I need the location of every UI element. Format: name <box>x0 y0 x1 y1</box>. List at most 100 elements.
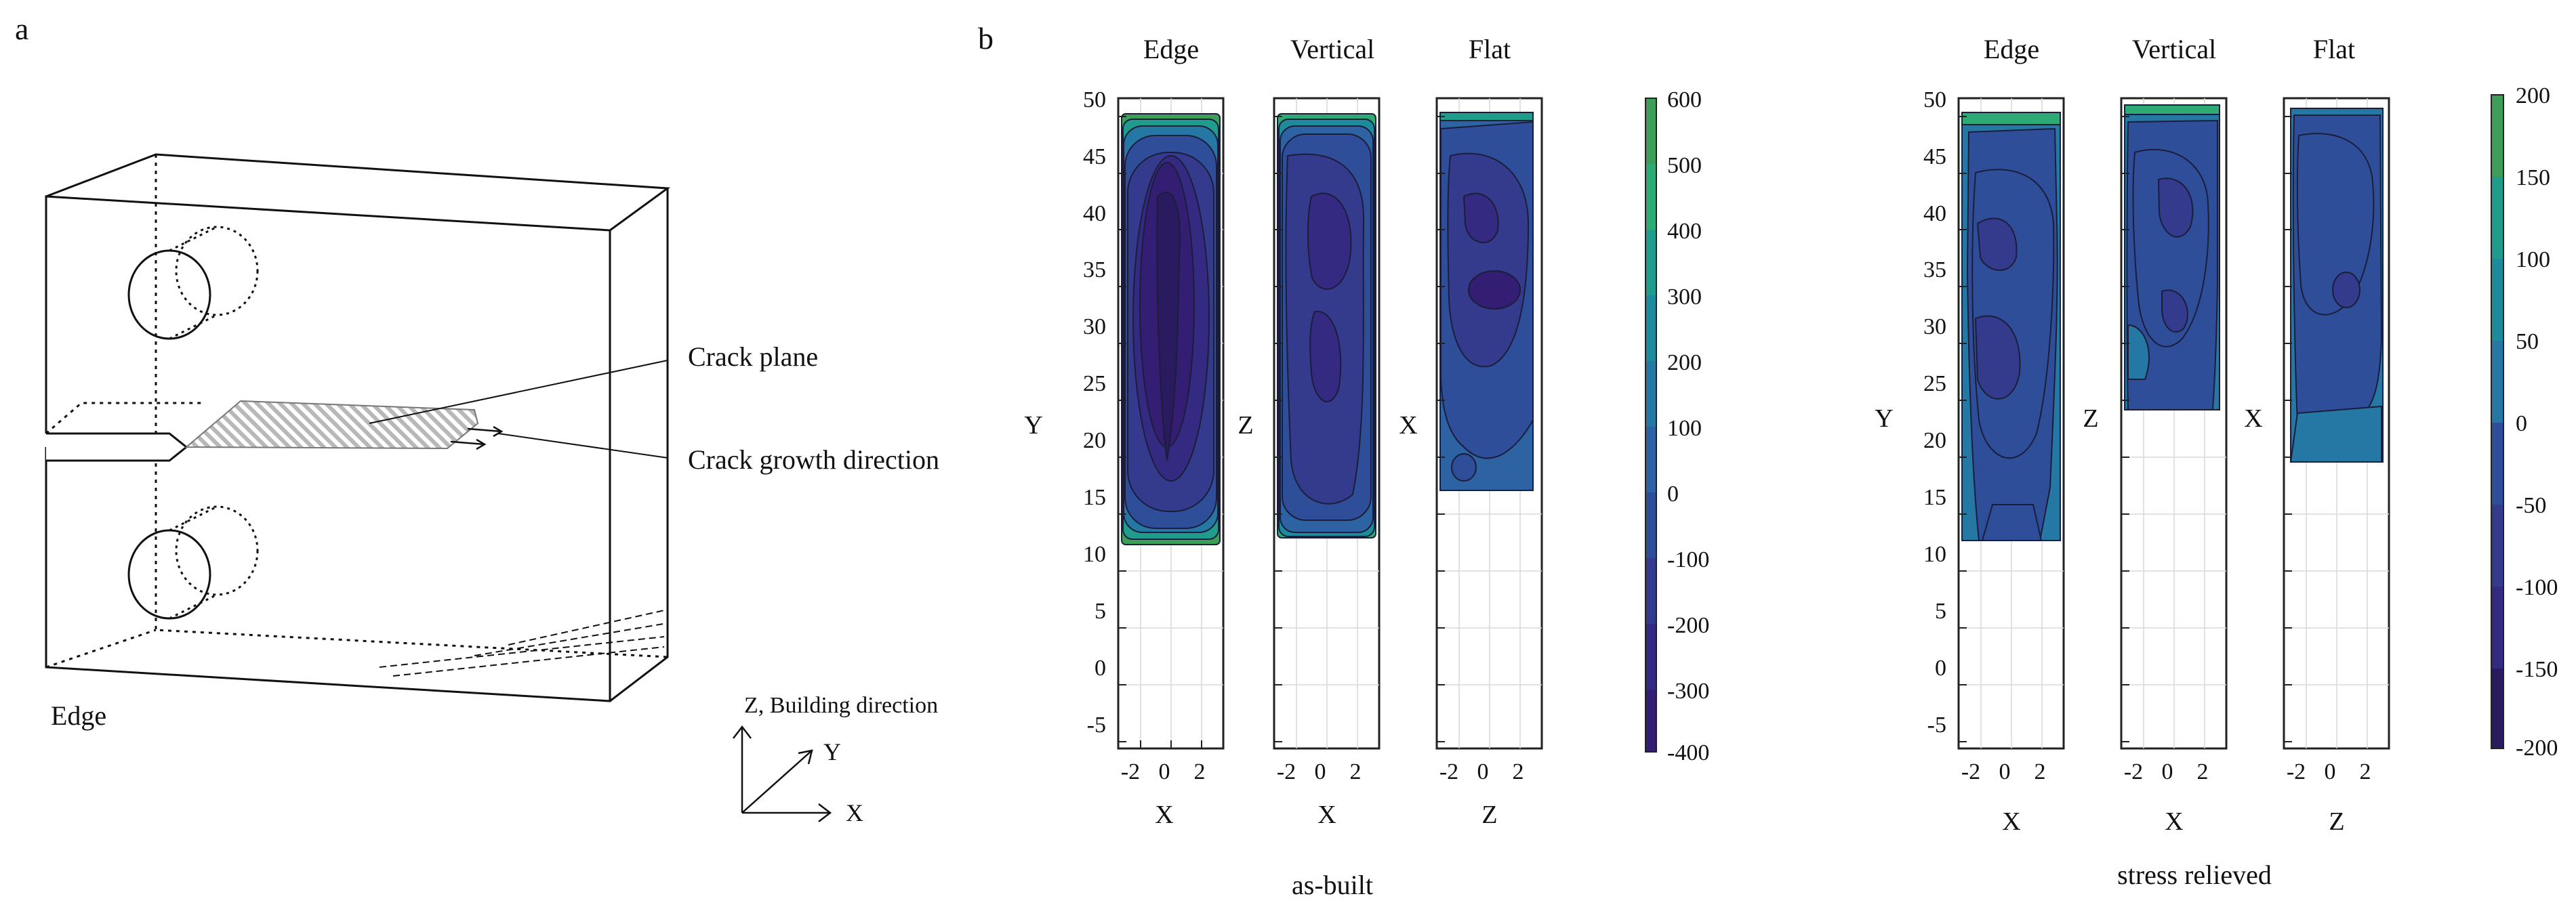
z-axis-arrowhead <box>733 725 752 739</box>
colorbar-tick-labels: 600 500 400 300 200 100 0 -100 -200 -300… <box>1667 87 1709 765</box>
sr-flat-xlabel: Z <box>2329 807 2344 836</box>
tick-label: -100 <box>2516 575 2558 600</box>
tick-label: 10 <box>1083 542 1106 567</box>
tick-label: 25 <box>1923 371 1946 396</box>
upper-hole-top <box>169 226 218 252</box>
lower-hole-bottom <box>169 593 218 620</box>
tick-label: 400 <box>1667 219 1702 244</box>
lower-hole-top <box>169 505 218 532</box>
sr-flat-title: Flat <box>2313 34 2355 64</box>
tick-label: 300 <box>1667 284 1702 310</box>
tick-label: 15 <box>1083 485 1106 510</box>
tick-label: 0 <box>1999 759 2011 784</box>
sr-flat-map: Flat <box>2244 34 2390 836</box>
tick-label: 2 <box>2197 759 2209 784</box>
tick-label: 100 <box>2516 247 2550 272</box>
sr-edge-xlabel: X <box>2002 807 2020 836</box>
tick-marks <box>1959 116 1967 742</box>
x-tick-labels: -2 0 2 <box>2287 759 2371 784</box>
tick-label: 0 <box>2162 759 2173 784</box>
y-axis-arrowhead <box>798 749 813 765</box>
layer-lines <box>379 609 668 677</box>
stress-contours <box>2124 104 2220 410</box>
crack-arrows <box>450 425 504 450</box>
tick-label: -2 <box>1961 759 1980 784</box>
front-face-upper <box>45 195 611 702</box>
tick-label: 2 <box>1350 759 1362 784</box>
x-tick-labels: -2 0 2 <box>1277 759 1362 784</box>
panel-a: a <box>15 12 939 826</box>
tick-label: 35 <box>1923 257 1946 282</box>
asbuilt-caption: as-built <box>1292 870 1373 900</box>
tick-label: -2 <box>1121 759 1140 784</box>
specimen-drawing <box>45 153 671 702</box>
tick-label: 40 <box>1923 201 1946 226</box>
tick-label: 5 <box>1095 599 1106 624</box>
crack-plane-label: Crack plane <box>688 341 818 372</box>
stress-relieved-group: Edge <box>1875 34 2558 890</box>
edge-label: Edge <box>51 700 106 731</box>
tick-label: 5 <box>1935 599 1946 624</box>
tick-label: 100 <box>1667 416 1702 441</box>
sr-vertical-xlabel: X <box>2165 807 2183 836</box>
asbuilt-vertical-xlabel: X <box>1317 801 1336 829</box>
sr-vertical-title: Vertical <box>2132 34 2216 64</box>
tick-label: -2 <box>2124 759 2143 784</box>
x-tick-labels: -2 0 2 <box>2124 759 2209 784</box>
panel-a-letter: a <box>15 12 28 46</box>
tick-label: 15 <box>1923 485 1946 510</box>
panel-b: b Edge <box>978 21 2558 900</box>
tick-label: 0 <box>1315 759 1326 784</box>
sr-vertical-map: Vertical <box>2083 34 2228 836</box>
asbuilt-flat-xlabel: Z <box>1481 801 1497 829</box>
stress-contours <box>2289 108 2384 463</box>
tick-label: 2 <box>1194 759 1206 784</box>
notch-top-hidden <box>45 402 203 435</box>
asbuilt-edge-map: Edge <box>1024 34 1225 829</box>
tick-label: 0 <box>1095 656 1106 681</box>
tick-label: 50 <box>2516 329 2539 354</box>
asbuilt-edge-ylabel: Y <box>1024 411 1042 440</box>
asbuilt-vertical-map: Vertical <box>1238 34 1381 829</box>
tick-label: -200 <box>2516 736 2558 761</box>
sr-colorbar: 200 150 100 50 0 -50 -100 -150 -200 <box>2491 83 2558 761</box>
asbuilt-flat-map: Flat <box>1399 34 1543 829</box>
sr-flat-ylabel: X <box>2244 404 2262 433</box>
y-axis-label: Y <box>823 738 841 765</box>
z-axis-label: Z, Building direction <box>744 693 938 718</box>
x-tick-labels: -2 0 2 <box>1439 759 1524 784</box>
colorbar-segments <box>2491 95 2503 748</box>
tick-label: 20 <box>1083 428 1106 453</box>
lower-hole-front <box>127 529 211 620</box>
asbuilt-flat-ylabel: X <box>1399 411 1417 440</box>
sr-vertical-ylabel: Z <box>2083 404 2098 433</box>
tick-label: 10 <box>1923 542 1946 567</box>
y-axis <box>741 750 813 813</box>
panel-b-letter: b <box>978 21 994 56</box>
asbuilt-edge-xlabel: X <box>1155 801 1173 829</box>
tick-marks <box>2284 116 2292 742</box>
tick-label: 30 <box>1083 314 1106 339</box>
stress-contours <box>1439 112 1534 491</box>
tick-label: 45 <box>1083 144 1106 169</box>
tick-label: 20 <box>1923 428 1946 453</box>
upper-hole-bottom <box>169 314 218 340</box>
tick-label: -300 <box>1667 679 1709 704</box>
x-axis-arrowhead <box>818 803 832 822</box>
tick-label: 25 <box>1083 371 1106 396</box>
hidden-back-edge <box>45 629 157 669</box>
tick-label: 30 <box>1923 314 1946 339</box>
upper-hole-front <box>127 249 211 340</box>
tick-label: 45 <box>1923 144 1946 169</box>
y-tick-labels: 50 45 40 35 30 25 20 15 10 5 0 -5 <box>1083 87 1106 738</box>
top-face <box>45 153 671 232</box>
colorbar-segments <box>1645 98 1656 752</box>
tick-label: 50 <box>1083 87 1106 112</box>
right-face <box>609 188 669 702</box>
sr-caption: stress relieved <box>2117 860 2272 890</box>
tick-label: -2 <box>1439 759 1458 784</box>
asbuilt-vertical-ylabel: Z <box>1238 411 1253 440</box>
tick-label: 600 <box>1667 87 1702 112</box>
x-axis-label: X <box>846 799 863 826</box>
tick-label: 35 <box>1083 257 1106 282</box>
